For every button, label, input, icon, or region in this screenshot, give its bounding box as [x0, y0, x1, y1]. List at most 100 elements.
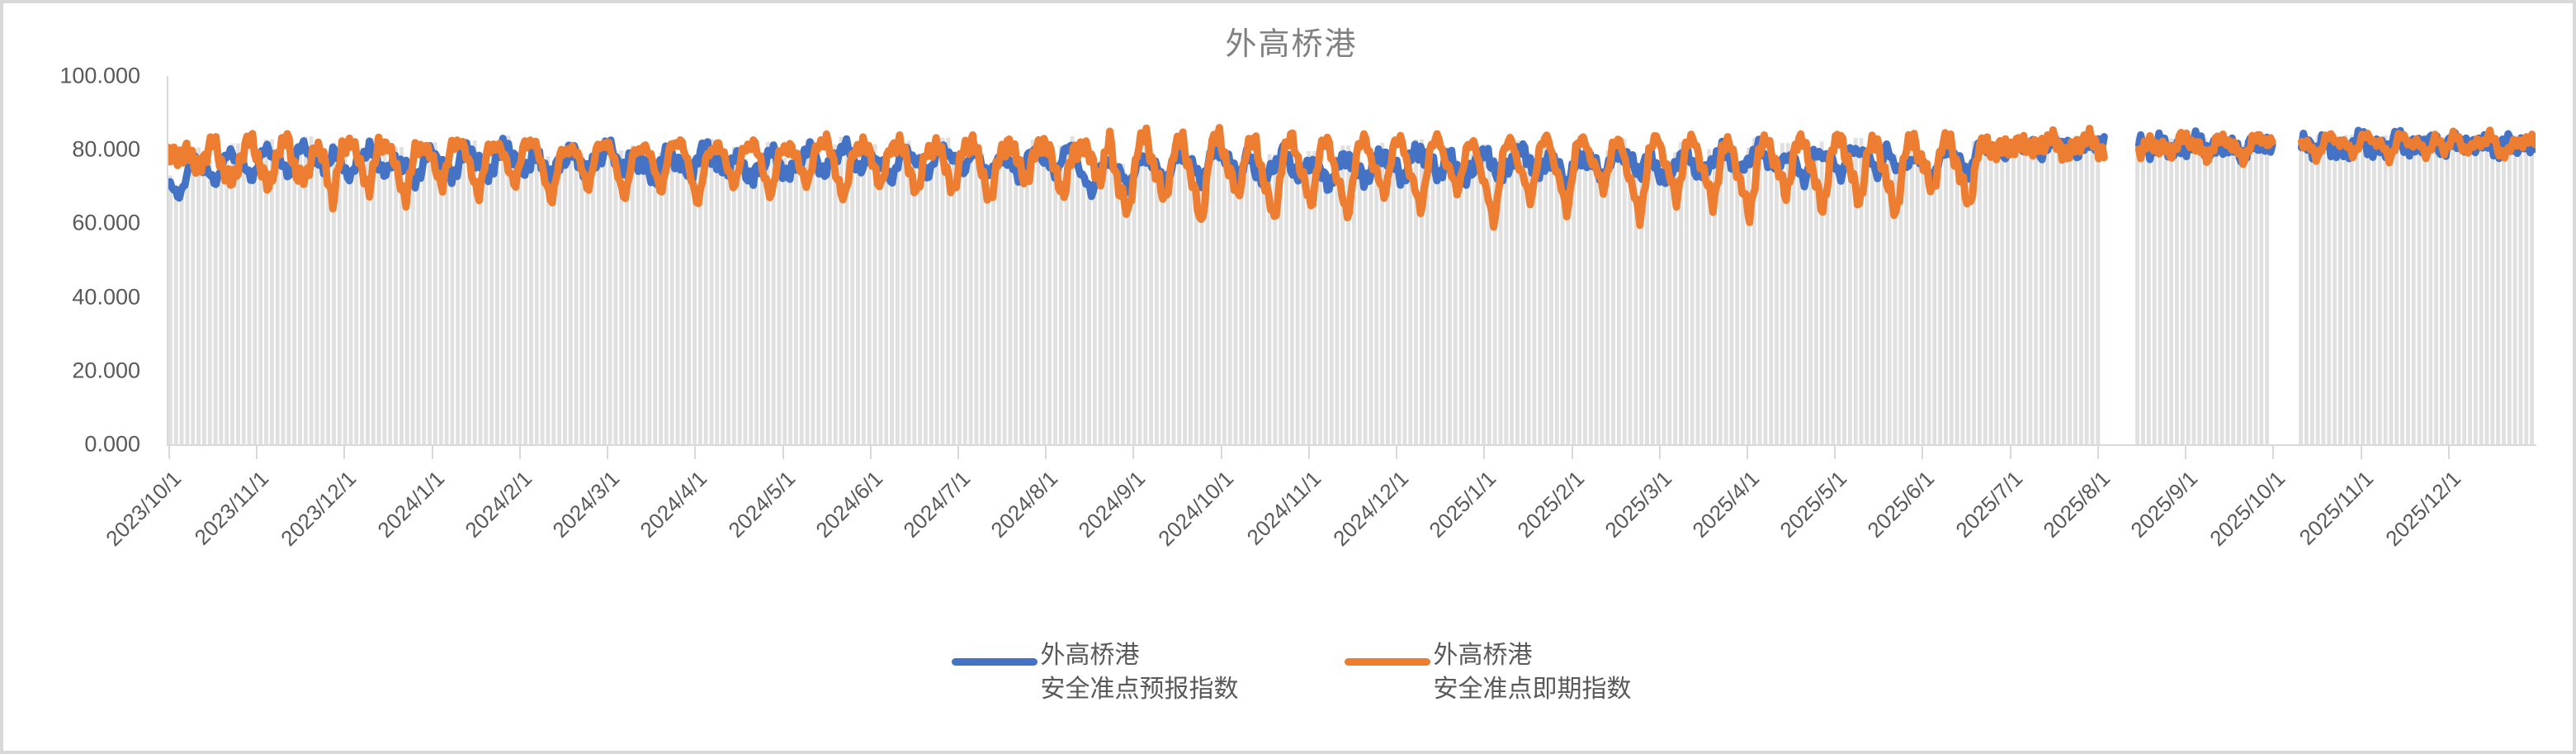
bar-column	[731, 146, 736, 444]
x-axis-tick-mark	[782, 446, 784, 459]
bar-column	[1064, 145, 1069, 444]
bar-column	[1881, 141, 1886, 444]
x-axis-tick-mark	[2009, 446, 2011, 459]
bar-column	[1532, 165, 1537, 444]
bar-column	[1239, 165, 1244, 444]
bar-column	[168, 175, 173, 444]
bar-column	[1611, 150, 1616, 444]
bar-column	[2237, 145, 2242, 444]
bar-column	[2496, 141, 2501, 444]
x-axis-tick-mark	[694, 446, 697, 459]
bar-column	[1560, 173, 1565, 444]
bar-column	[636, 145, 640, 444]
bar-column	[343, 154, 347, 444]
bar-column	[512, 151, 517, 444]
bar-column	[687, 165, 692, 444]
bar-column	[962, 159, 967, 444]
legend-item-forecast[interactable]: 外高桥港 安全准点预报指数	[951, 639, 1239, 706]
bar-column	[1954, 154, 1959, 444]
bar-column	[619, 150, 624, 444]
bar-column	[1763, 149, 1768, 444]
bar-column	[1380, 142, 1385, 444]
bar-column	[1729, 151, 1734, 444]
bar-column	[596, 147, 601, 444]
bar-column	[1104, 149, 1108, 444]
bar-column	[788, 167, 793, 444]
bar-column	[1825, 154, 1830, 444]
bar-column	[1554, 159, 1559, 444]
bar-column	[196, 147, 201, 444]
bar-column	[1261, 173, 1266, 444]
bar-column	[1679, 142, 1683, 444]
bar-column	[1921, 158, 1926, 444]
bar-column	[884, 168, 889, 444]
bar-column	[1966, 162, 1971, 444]
x-axis-tick-mark	[1132, 446, 1135, 459]
bar-column	[900, 150, 905, 444]
bar-column	[833, 144, 838, 444]
bar-column	[2361, 135, 2366, 444]
bar-column	[579, 153, 584, 444]
bar-column	[1019, 168, 1024, 444]
legend-color-swatch	[1344, 658, 1430, 666]
bar-layer	[168, 135, 2535, 444]
bar-column	[292, 145, 297, 444]
line-layer	[168, 128, 2536, 227]
bar-column	[793, 149, 798, 444]
bar-column	[968, 141, 973, 444]
bar-column	[1289, 159, 1294, 444]
bar-column	[2502, 135, 2506, 444]
bar-column	[563, 150, 567, 444]
bar-column	[213, 173, 218, 444]
x-axis-tick-mark	[1746, 446, 1748, 459]
bar-column	[2044, 135, 2049, 444]
bar-column	[1746, 147, 1751, 444]
bar-column	[432, 142, 437, 444]
legend-item-spot[interactable]: 外高桥港 安全准点即期指数	[1344, 639, 1632, 706]
bar-column	[472, 140, 477, 444]
bar-column	[2259, 135, 2264, 444]
bar-column	[2096, 135, 2101, 444]
x-axis-tick-mark	[343, 446, 346, 459]
bar-column	[2034, 143, 2039, 444]
bar-column	[2242, 145, 2247, 444]
bar-column	[1628, 154, 1633, 444]
bar-column	[1944, 138, 1948, 444]
bar-column	[1476, 154, 1481, 444]
bar-column	[2417, 135, 2422, 444]
bar-column	[2445, 135, 2450, 444]
bar-column	[613, 150, 618, 444]
bar-column	[2253, 135, 2258, 444]
x-axis-tick-mark	[1396, 446, 1398, 459]
bar-column	[1199, 169, 1204, 444]
bar-column	[1893, 154, 1898, 444]
bar-column	[2163, 138, 2168, 444]
legend-label-line2: 安全准点预报指数	[1040, 675, 1239, 703]
plot-area	[167, 76, 2536, 446]
bar-column	[1667, 172, 1672, 444]
bar-column	[1690, 158, 1694, 444]
bar-column	[1701, 166, 1706, 444]
bar-column	[1183, 144, 1188, 444]
bar-column	[314, 150, 319, 444]
bar-column	[1255, 160, 1260, 444]
bar-column	[1538, 165, 1543, 444]
bar-column	[1301, 168, 1306, 444]
bar-column	[2158, 135, 2162, 444]
bar-column	[1092, 181, 1097, 444]
bar-column	[1504, 167, 1509, 444]
bar-column	[348, 168, 353, 444]
bar-column	[1600, 168, 1605, 444]
legend-label: 外高桥港 安全准点预报指数	[1041, 639, 1239, 706]
bar-column	[1329, 175, 1334, 444]
bar-column	[2343, 135, 2348, 444]
bar-column	[2191, 135, 2196, 444]
bar-column	[337, 154, 342, 444]
bar-column	[1898, 163, 1903, 444]
bar-column	[2090, 135, 2095, 444]
bar-column	[529, 144, 533, 444]
bar-column	[399, 147, 404, 444]
bar-column	[1352, 161, 1356, 444]
bar-column	[1227, 153, 1232, 444]
bar-column	[1098, 162, 1103, 444]
